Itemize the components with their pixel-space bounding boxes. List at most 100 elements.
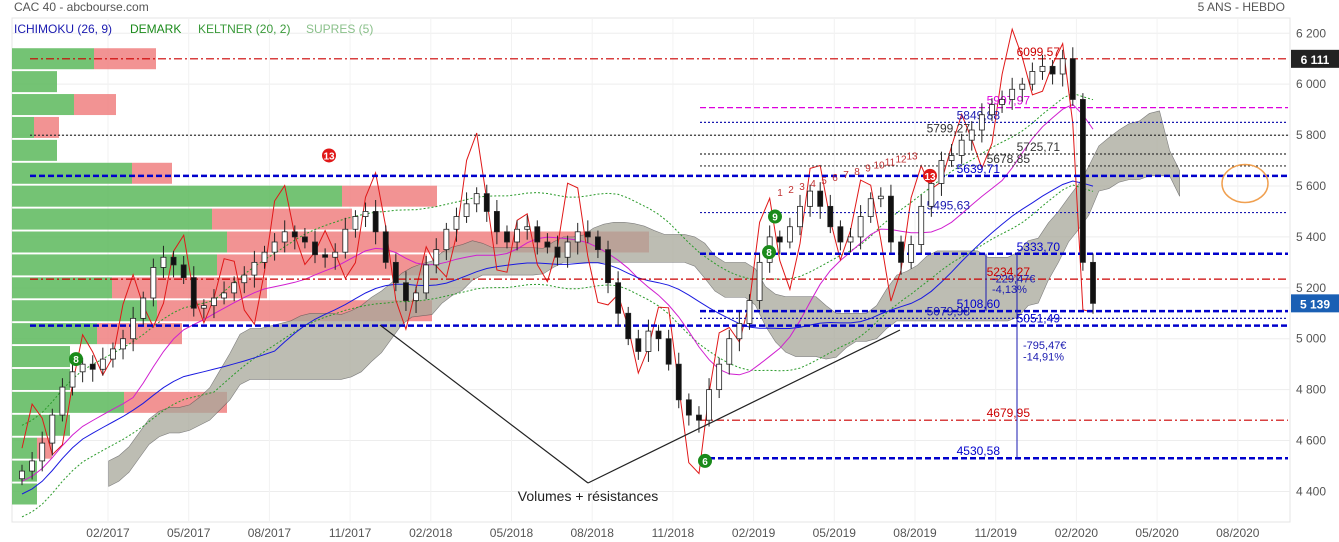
candle-up (716, 363, 723, 391)
volume-bar-up (12, 368, 70, 390)
annotation-arrow-right (587, 329, 901, 484)
demark-marker-label: 13 (323, 151, 335, 162)
level-label: 6099,57 (1017, 45, 1061, 59)
candle-up (211, 297, 217, 307)
period-label[interactable]: 5 ANS - HEBDO (1197, 0, 1285, 14)
volume-bar-up (12, 162, 132, 184)
demark-count: 2 (788, 185, 794, 196)
candle-up (847, 236, 854, 243)
annotation-arrow-left (379, 324, 589, 484)
candle-down (837, 226, 844, 243)
candle-up (463, 203, 470, 217)
level-label: 5108,60 (957, 297, 1001, 311)
level-label: 5725,71 (1017, 140, 1061, 154)
measure-1-pct: -4,13% (992, 284, 1027, 296)
demark-count: 12 (895, 155, 907, 166)
candle-up (332, 251, 339, 258)
candle-down (483, 193, 490, 212)
x-axis: 02/2017 05/2017 08/2017 11/2017 02/2018 05/20… (86, 526, 1260, 540)
legend-keltner[interactable]: KELTNER (20, 2) (198, 22, 291, 36)
x-tick-label: 02/2019 (732, 526, 776, 540)
candle-up (231, 282, 238, 294)
level-label: 5678,85 (987, 152, 1031, 166)
legend-supres[interactable]: SUPRES (5) (306, 22, 374, 36)
candle-down (696, 414, 702, 421)
volume-bar-down (74, 94, 116, 116)
demark-count: 13 (906, 152, 918, 163)
annotation-ellipse (1221, 163, 1269, 204)
x-tick-label: 05/2020 (1135, 526, 1179, 540)
candle-down (665, 338, 672, 365)
candle-down (584, 231, 591, 238)
candle-up (756, 261, 763, 301)
candle-up (19, 470, 25, 480)
ichimoku-cloud (108, 110, 1180, 487)
candle-up (39, 442, 46, 462)
candle-up (241, 274, 248, 284)
level-label: 5333,70 (1017, 240, 1061, 254)
last-price-flag: 6 111 (1301, 53, 1330, 67)
y-tick-label: 6 000 (1296, 77, 1326, 91)
candle-up (1059, 58, 1066, 75)
volume-bar-up (12, 139, 57, 161)
level-label: 4530,58 (957, 444, 1001, 458)
candle-down (403, 282, 409, 301)
legend-demark[interactable]: DEMARK (130, 22, 182, 36)
volume-bar-up (12, 71, 57, 93)
demark-count: 7 (843, 170, 849, 181)
volume-bar-down (217, 254, 427, 276)
candle-up (867, 198, 874, 217)
candle-up (978, 114, 985, 131)
candle-up (1009, 88, 1016, 100)
level-label: 5907,97 (987, 94, 1031, 108)
candle-up (120, 338, 126, 350)
candle-down (554, 246, 561, 258)
candle-down (312, 241, 318, 256)
legend-ichimoku[interactable]: ICHIMOKU (26, 9) (14, 22, 113, 36)
volume-bar-up (12, 437, 37, 459)
candle-up (29, 460, 36, 472)
current-price-flag: 5 139 (1300, 297, 1330, 311)
demark-marker (322, 148, 336, 163)
volume-bar-down (342, 185, 437, 207)
demark-count: 1 (777, 188, 783, 199)
x-tick-label: 05/2017 (167, 526, 211, 540)
candle-up (908, 244, 915, 263)
candle-down (625, 312, 632, 340)
candle-up (99, 358, 106, 370)
candle-up (797, 205, 803, 228)
y-tick-label: 4 400 (1296, 484, 1326, 498)
candle-up (1039, 65, 1046, 72)
candle-up (574, 231, 581, 243)
y-tick-label: 6 200 (1296, 26, 1326, 40)
candle-down (382, 231, 389, 263)
candle-down (372, 211, 379, 233)
chart-title: CAC 40 - abcbourse.com (14, 0, 149, 14)
candle-up (69, 371, 76, 388)
candle-up (564, 241, 571, 258)
demark-marker-label: 8 (73, 355, 79, 366)
candle-down (685, 399, 692, 416)
y-tick-label: 4 800 (1296, 383, 1326, 397)
x-tick-label: 02/2020 (1055, 526, 1099, 540)
volume-profile (12, 48, 649, 505)
candle-up (362, 211, 369, 217)
candle-up (726, 338, 733, 365)
candle-up (150, 267, 157, 299)
level-label: 5495,63 (927, 199, 971, 213)
volume-bar-up (12, 277, 112, 299)
candle-up (524, 226, 531, 230)
x-tick-label: 02/2017 (86, 526, 130, 540)
demark-count: 6 (832, 173, 838, 184)
candle-down (534, 226, 541, 243)
y-tick-label: 5 000 (1296, 332, 1326, 346)
last-price-flag-bg (1291, 49, 1339, 68)
x-tick-label: 08/2019 (893, 526, 937, 540)
x-tick-label: 08/2017 (248, 526, 292, 540)
candle-down (392, 261, 399, 284)
candle-up (130, 317, 137, 340)
demark-marker (762, 245, 776, 260)
candle-down (1090, 261, 1096, 304)
level-label: 5639,71 (957, 162, 1001, 176)
